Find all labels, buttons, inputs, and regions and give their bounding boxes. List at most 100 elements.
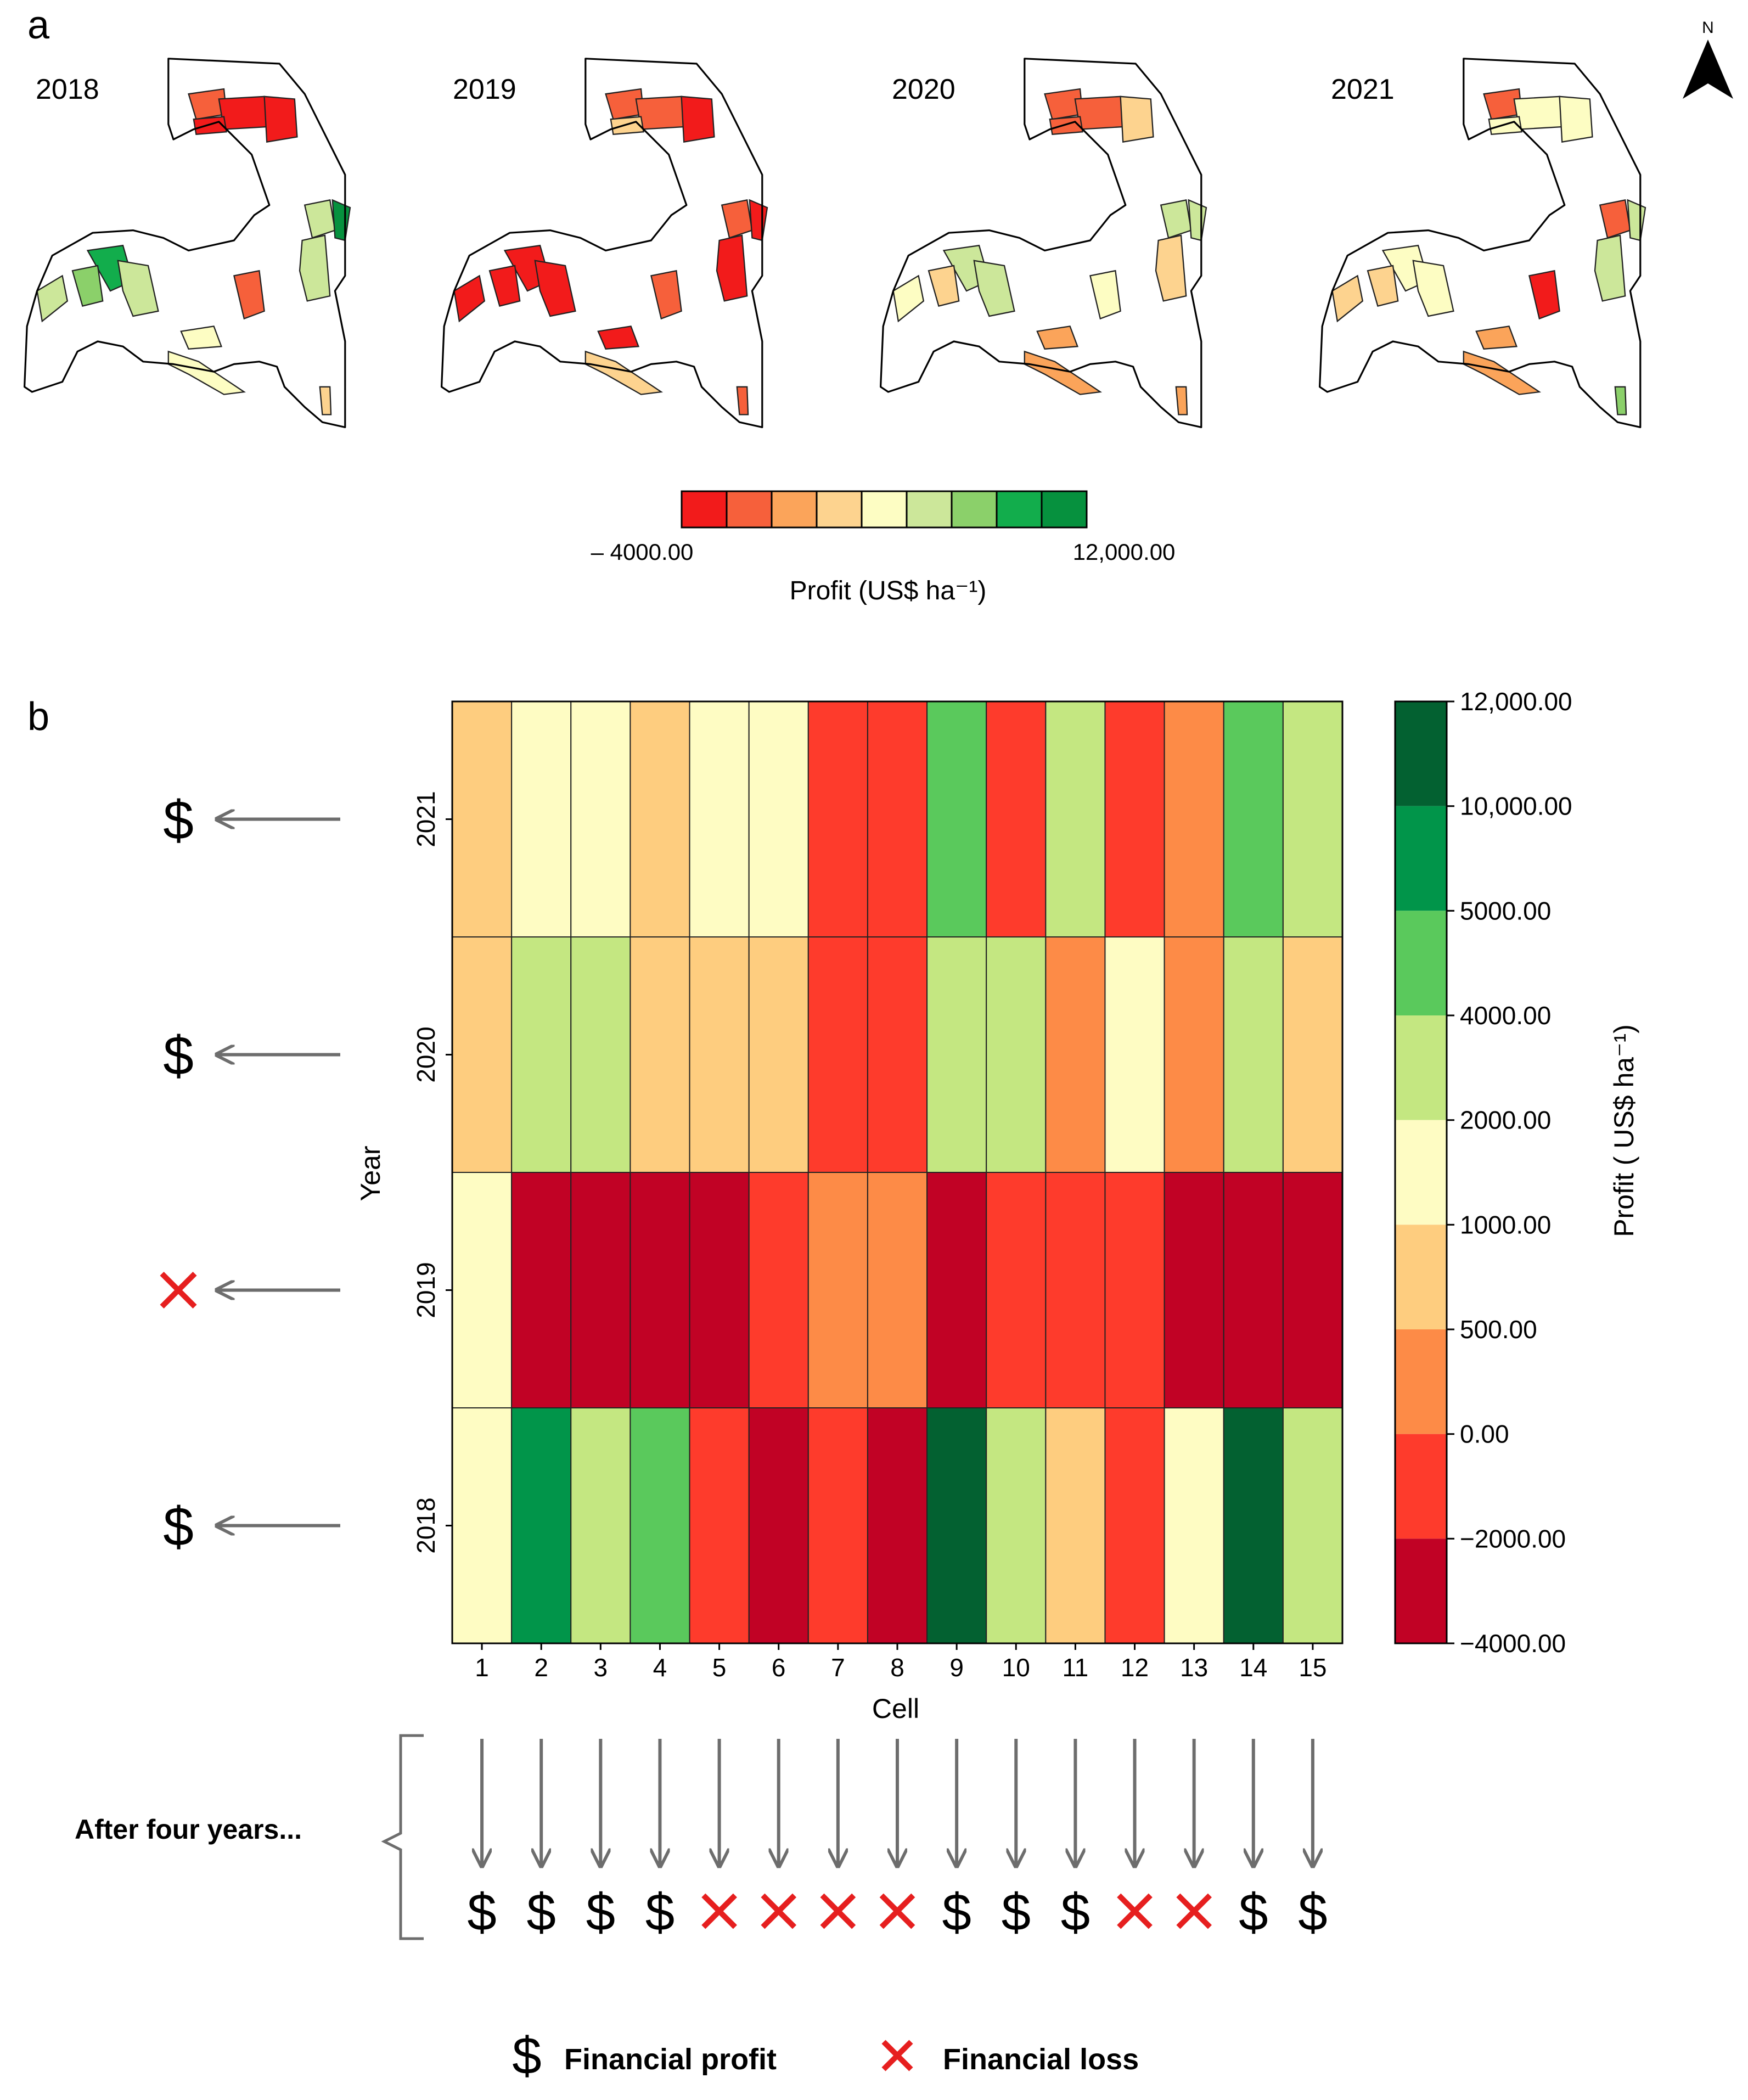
heatmap-cell: [867, 936, 928, 1173]
colorbar-tick-label: −2000.00: [1460, 1524, 1566, 1553]
map-year-label: 2019: [453, 74, 516, 105]
map-field: [1475, 325, 1518, 350]
heatmap-cell: [986, 936, 1047, 1173]
loss-symbol: [820, 1893, 856, 1929]
heatmap-cell: [867, 1172, 928, 1408]
map-field: [319, 386, 332, 415]
x-tick-label: 10: [1002, 1653, 1030, 1682]
loss-symbol: [1176, 1893, 1212, 1929]
heatmap-cell: [1104, 1172, 1165, 1408]
map-outline: [1318, 58, 1642, 429]
map-field: [167, 350, 246, 395]
colorbar-swatch: [1395, 806, 1447, 911]
map-field: [892, 274, 925, 323]
map-field: [973, 260, 1015, 317]
bracket: [381, 1734, 424, 1940]
x-tick-label: 12: [1121, 1653, 1149, 1682]
map-field: [1463, 350, 1542, 395]
heatmap-cell: [1223, 701, 1284, 937]
map-field: [1614, 386, 1627, 415]
x-tick-label: 9: [949, 1653, 964, 1682]
heatmap-cell: [629, 1172, 690, 1408]
colorbar: [1394, 700, 1448, 1644]
heatmap-x-ticks: 1 2 3 4 5 6 7 8 9 10 11 12 13 14 15: [475, 1643, 1327, 1682]
map-legend-swatch: [906, 490, 953, 529]
heatmap-cell: [570, 701, 631, 937]
heatmap-cell: [748, 701, 809, 937]
heatmap-cell: [1282, 1172, 1344, 1408]
map-field: [534, 260, 576, 317]
heatmap-cell: [1045, 1172, 1106, 1408]
heatmap-cell: [1223, 936, 1284, 1173]
map-field: [453, 274, 486, 323]
map-legend-swatch: [996, 490, 1043, 529]
profit-symbol: $: [467, 1883, 496, 1942]
heatmap-cell: [1045, 1407, 1106, 1644]
heatmap-cell: [1045, 936, 1106, 1173]
heatmap-cell: [926, 1407, 987, 1644]
map-2019: [440, 58, 768, 429]
loss-symbol: [701, 1893, 737, 1929]
map-field: [1155, 234, 1187, 302]
heatmap-cell: [1104, 936, 1165, 1173]
heatmap-cell: [867, 1407, 928, 1644]
map-outline: [23, 58, 346, 429]
heatmap-cell: [748, 1172, 809, 1408]
map-field: [488, 265, 521, 307]
heatmap-cell: [570, 1172, 631, 1408]
map-legend-min: – 4000.00: [591, 539, 694, 565]
profit-symbol: $: [1239, 1883, 1268, 1942]
map-field: [1528, 269, 1560, 320]
map-legend-swatch: [816, 490, 863, 529]
x-tick-label: 6: [772, 1653, 786, 1682]
north-arrow-label: N: [1702, 19, 1714, 37]
y-tick-label: 2018: [412, 1497, 440, 1553]
loss-symbol: [761, 1893, 797, 1929]
loss-symbol: [1117, 1893, 1153, 1929]
map-field: [71, 265, 104, 307]
heatmap-cell: [986, 1172, 1047, 1408]
heatmap-cell: [986, 1407, 1047, 1644]
map-field: [263, 96, 298, 143]
map-2018: [23, 58, 351, 429]
map-legend-swatch: [951, 490, 998, 529]
profit-symbol: $: [645, 1883, 675, 1942]
heatmap-cell: [1282, 936, 1344, 1173]
map-field: [1599, 199, 1631, 239]
heatmap-x-label: Cell: [872, 1693, 919, 1724]
x-tick-label: 5: [712, 1653, 727, 1682]
map-legend-swatch: [861, 490, 908, 529]
heatmap-cell: [511, 701, 572, 937]
colorbar-swatch: [1395, 911, 1447, 1015]
heatmap-cell: [511, 1172, 572, 1408]
heatmap-cell: [452, 1172, 513, 1408]
map-field: [218, 96, 268, 130]
y-tick-label: 2021: [412, 791, 440, 847]
heatmap-cell: [511, 936, 572, 1173]
heatmap-y-ticks: 2021 2020 2019 2018: [412, 791, 452, 1554]
heatmap-cell: [1282, 1407, 1344, 1644]
colorbar-tick-label: 2000.00: [1460, 1106, 1551, 1135]
heatmap-cell: [807, 1407, 868, 1644]
heatmap-cell: [1223, 1172, 1284, 1408]
heatmap-cell: [689, 1407, 750, 1644]
map-field: [1331, 274, 1364, 323]
map-field: [681, 96, 715, 143]
heatmap-cell: [570, 936, 631, 1173]
profit-symbol: $: [163, 1496, 194, 1558]
map-field: [1024, 350, 1103, 395]
colorbar-swatch: [1395, 1434, 1447, 1539]
heatmap-cell: [1164, 701, 1224, 937]
profit-symbol: $: [1061, 1883, 1090, 1942]
heatmap-cell: [1223, 1407, 1284, 1644]
map-year-label: 2020: [892, 74, 956, 105]
map-field: [1188, 199, 1207, 242]
map-outline: [440, 58, 763, 429]
heatmap-cell: [629, 1407, 690, 1644]
map-year-label: 2021: [1331, 74, 1395, 105]
heatmap-cell: [986, 701, 1047, 937]
x-tick-label: 2: [534, 1653, 548, 1682]
map-legend-title: Profit (US$ ha⁻¹): [790, 576, 987, 605]
x-tick-label: 1: [475, 1653, 489, 1682]
heatmap-cell: [807, 936, 868, 1173]
